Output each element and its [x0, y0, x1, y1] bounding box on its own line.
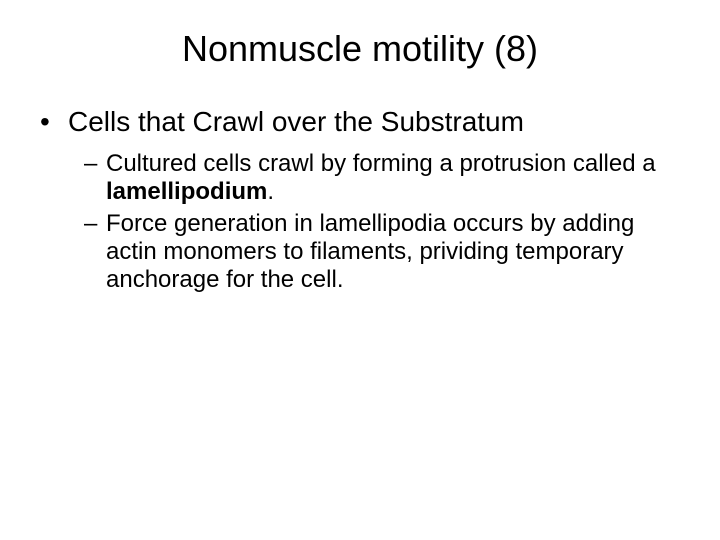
- slide: Nonmuscle motility (8) • Cells that Craw…: [0, 0, 720, 540]
- bullet-level1: • Cells that Crawl over the Substratum: [40, 106, 680, 138]
- text-bold: lamellipodium: [106, 178, 267, 205]
- bullet-text: Cultured cells crawl by forming a protru…: [106, 150, 680, 206]
- text-pre: Cultured cells crawl by forming a protru…: [106, 150, 656, 177]
- text-post: .: [267, 178, 274, 205]
- bullet-level2: – Force generation in lamellipodia occur…: [84, 210, 680, 294]
- bullet-level2: – Cultured cells crawl by forming a prot…: [84, 150, 680, 206]
- bullet-marker: •: [40, 106, 68, 138]
- bullet-text: Cells that Crawl over the Substratum: [68, 106, 524, 138]
- bullet-text: Force generation in lamellipodia occurs …: [106, 210, 680, 294]
- dash-marker: –: [84, 150, 106, 206]
- dash-marker: –: [84, 210, 106, 294]
- slide-title: Nonmuscle motility (8): [40, 28, 680, 70]
